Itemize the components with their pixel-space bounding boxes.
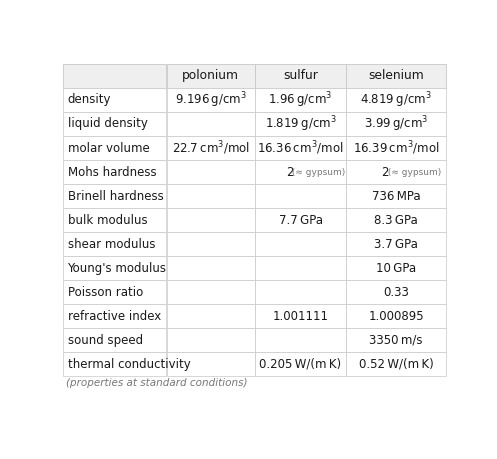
Text: 2: 2 bbox=[286, 166, 293, 179]
Bar bbox=[255, 112, 345, 136]
Bar bbox=[63, 136, 166, 160]
Bar bbox=[255, 256, 345, 280]
Text: 3350 m/s: 3350 m/s bbox=[369, 334, 423, 347]
Bar bbox=[167, 353, 255, 376]
Text: 9.196 g/cm$^3$: 9.196 g/cm$^3$ bbox=[175, 90, 247, 110]
Bar bbox=[255, 184, 345, 208]
Text: 1.819 g/cm$^3$: 1.819 g/cm$^3$ bbox=[265, 114, 336, 134]
Text: 1.001111: 1.001111 bbox=[272, 310, 329, 323]
Bar bbox=[167, 112, 255, 136]
Bar bbox=[255, 64, 345, 88]
Bar bbox=[346, 328, 446, 353]
Bar bbox=[255, 160, 345, 184]
Bar bbox=[167, 160, 255, 184]
Bar bbox=[167, 88, 255, 112]
Bar bbox=[255, 353, 345, 376]
Bar bbox=[346, 160, 446, 184]
Bar bbox=[167, 280, 255, 304]
Text: 4.819 g/cm$^3$: 4.819 g/cm$^3$ bbox=[360, 90, 432, 110]
Bar bbox=[255, 232, 345, 256]
Bar bbox=[255, 328, 345, 353]
Text: 0.205 W/(m K): 0.205 W/(m K) bbox=[259, 358, 341, 371]
Bar bbox=[167, 64, 255, 88]
Text: 2: 2 bbox=[381, 166, 389, 179]
Text: 22.7 cm$^3$/mol: 22.7 cm$^3$/mol bbox=[172, 139, 250, 157]
Text: sound speed: sound speed bbox=[68, 334, 143, 347]
Text: 0.33: 0.33 bbox=[383, 286, 409, 299]
Text: thermal conductivity: thermal conductivity bbox=[68, 358, 190, 371]
Text: bulk modulus: bulk modulus bbox=[68, 213, 147, 227]
Text: 1.000895: 1.000895 bbox=[368, 310, 424, 323]
Bar bbox=[346, 112, 446, 136]
Bar bbox=[167, 208, 255, 232]
Text: refractive index: refractive index bbox=[68, 310, 161, 323]
Bar bbox=[63, 112, 166, 136]
Text: molar volume: molar volume bbox=[68, 141, 149, 155]
Text: Mohs hardness: Mohs hardness bbox=[68, 166, 156, 179]
Bar bbox=[63, 160, 166, 184]
Text: Young's modulus: Young's modulus bbox=[68, 262, 166, 274]
Text: 16.36 cm$^3$/mol: 16.36 cm$^3$/mol bbox=[257, 139, 344, 157]
Bar bbox=[63, 232, 166, 256]
Bar bbox=[63, 88, 166, 112]
Bar bbox=[346, 208, 446, 232]
Text: shear modulus: shear modulus bbox=[68, 238, 155, 251]
Bar bbox=[63, 64, 166, 88]
Bar bbox=[63, 353, 166, 376]
Bar bbox=[63, 208, 166, 232]
Bar bbox=[167, 304, 255, 328]
Text: Brinell hardness: Brinell hardness bbox=[68, 190, 164, 202]
Text: (≈ gypsum): (≈ gypsum) bbox=[385, 168, 441, 177]
Text: 1.96 g/cm$^3$: 1.96 g/cm$^3$ bbox=[268, 90, 333, 110]
Text: 8.3 GPa: 8.3 GPa bbox=[374, 213, 418, 227]
Text: sulfur: sulfur bbox=[283, 69, 318, 83]
Bar bbox=[346, 353, 446, 376]
Text: liquid density: liquid density bbox=[68, 118, 148, 130]
Text: 3.99 g/cm$^3$: 3.99 g/cm$^3$ bbox=[364, 114, 428, 134]
Text: polonium: polonium bbox=[182, 69, 239, 83]
Bar bbox=[63, 184, 166, 208]
Bar bbox=[255, 304, 345, 328]
Text: 16.39 cm$^3$/mol: 16.39 cm$^3$/mol bbox=[353, 139, 439, 157]
Text: density: density bbox=[68, 94, 111, 106]
Bar bbox=[346, 304, 446, 328]
Bar bbox=[255, 280, 345, 304]
Text: 10 GPa: 10 GPa bbox=[376, 262, 416, 274]
Bar bbox=[63, 280, 166, 304]
Bar bbox=[63, 256, 166, 280]
Bar bbox=[63, 328, 166, 353]
Bar bbox=[255, 88, 345, 112]
Bar bbox=[167, 256, 255, 280]
Text: 7.7 GPa: 7.7 GPa bbox=[278, 213, 323, 227]
Bar bbox=[346, 232, 446, 256]
Bar bbox=[167, 184, 255, 208]
Bar bbox=[63, 304, 166, 328]
Text: 3.7 GPa: 3.7 GPa bbox=[374, 238, 418, 251]
Text: selenium: selenium bbox=[368, 69, 424, 83]
Text: (≈ gypsum): (≈ gypsum) bbox=[289, 168, 345, 177]
Bar bbox=[255, 136, 345, 160]
Bar bbox=[167, 328, 255, 353]
Bar bbox=[346, 88, 446, 112]
Bar bbox=[346, 280, 446, 304]
Bar bbox=[255, 208, 345, 232]
Bar bbox=[346, 256, 446, 280]
Text: 736 MPa: 736 MPa bbox=[372, 190, 420, 202]
Text: Poisson ratio: Poisson ratio bbox=[68, 286, 143, 299]
Text: 0.52 W/(m K): 0.52 W/(m K) bbox=[359, 358, 433, 371]
Bar bbox=[167, 136, 255, 160]
Bar bbox=[346, 184, 446, 208]
Bar bbox=[346, 136, 446, 160]
Bar bbox=[346, 64, 446, 88]
Text: (properties at standard conditions): (properties at standard conditions) bbox=[66, 378, 248, 388]
Bar bbox=[167, 232, 255, 256]
